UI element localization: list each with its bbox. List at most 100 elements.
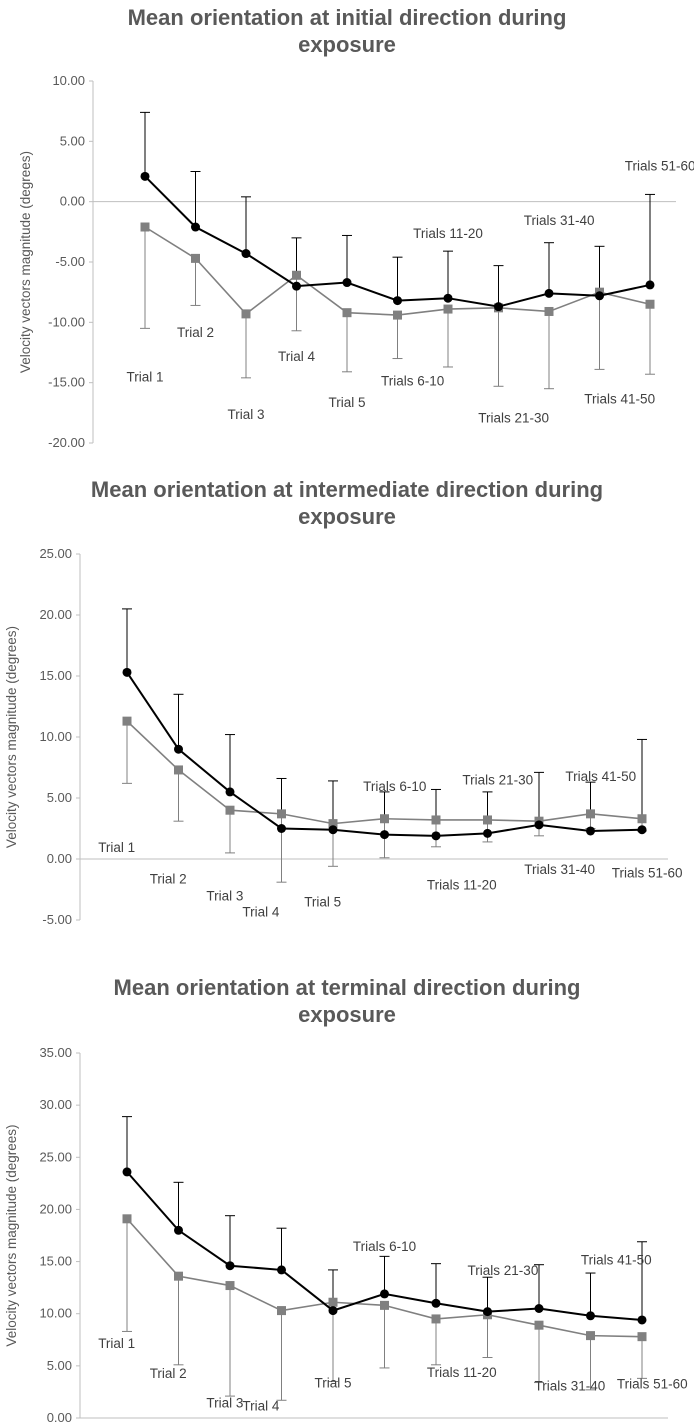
data-point-square [586, 809, 595, 819]
category-label: Trial 5 [314, 1376, 351, 1391]
data-point-circle [595, 291, 604, 301]
chart-title-line1: Mean orientation at intermediate directi… [90, 477, 604, 502]
data-point-square [241, 309, 251, 319]
y-tick-label: -5.00 [42, 912, 72, 927]
data-point-square [174, 1271, 183, 1281]
category-label: Trials 6-10 [363, 779, 426, 794]
category-label: Trial 5 [328, 395, 365, 410]
category-label: Trials 6-10 [381, 373, 444, 388]
data-point-circle [637, 825, 647, 835]
chart-title-line2: exposure [298, 32, 396, 57]
data-point-square [122, 1214, 132, 1224]
data-point-circle [393, 296, 402, 306]
chart-title: Mean orientation at terminal direction d… [0, 974, 694, 1028]
y-tick-label: 35.00 [39, 1045, 72, 1060]
data-point-circle [225, 787, 235, 797]
data-point-square [174, 765, 183, 775]
y-tick-label: 10.00 [39, 729, 72, 744]
y-tick-label: 10.00 [52, 73, 85, 88]
chart-title-line1: Mean orientation at initial direction du… [127, 5, 567, 30]
category-label: Trials 11-20 [427, 1365, 497, 1380]
category-label: Trials 41-50 [565, 769, 636, 784]
data-point-circle [174, 744, 183, 754]
chart-plot-terminal: 35.00 30.00 25.00 20.00 15.00 10.00 5.00 0.00 Ve… [4, 1045, 688, 1425]
data-point-square [431, 815, 441, 825]
data-point-circle [380, 1289, 389, 1299]
category-label: Trials 31-40 [524, 213, 595, 228]
y-axis-label: Velocity vectors magnitude (degrees) [4, 626, 19, 848]
category-label: Trial 4 [278, 349, 315, 364]
y-tick-label: 20.00 [39, 1201, 72, 1216]
y-tick-label: 15.00 [39, 668, 72, 683]
chart-title: Mean orientation at intermediate directi… [0, 476, 694, 530]
data-point-circle [174, 1225, 183, 1235]
data-point-square [544, 306, 554, 316]
category-label: Trial 1 [98, 840, 135, 855]
category-label: Trials 51-60 [612, 865, 683, 880]
data-point-square [292, 270, 301, 280]
category-label: Trials 21-30 [478, 411, 549, 426]
category-label: Trial 4 [242, 1398, 279, 1413]
y-tick-label: 15.00 [39, 1254, 72, 1269]
category-label: Trial 2 [150, 1366, 187, 1381]
category-label: Trials 11-20 [413, 226, 483, 241]
category-label: Trial 1 [98, 1336, 135, 1351]
data-point-circle [431, 1298, 441, 1308]
y-tick-label: 10.00 [39, 1306, 72, 1321]
category-label: Trials 6-10 [353, 1239, 416, 1254]
data-point-square [140, 222, 150, 232]
data-point-square [645, 299, 655, 309]
y-axis-label: Velocity vectors magnitude (degrees) [4, 1124, 19, 1346]
data-point-square [225, 805, 235, 815]
y-tick-label: -5.00 [55, 254, 85, 269]
category-label: Trial 2 [177, 325, 214, 340]
y-tick-label: 25.00 [39, 546, 72, 561]
data-point-square [483, 815, 492, 825]
data-point-circle [586, 826, 595, 836]
data-point-square [393, 310, 402, 320]
data-point-circle [483, 1307, 492, 1317]
data-point-circle [534, 1304, 544, 1313]
data-point-square [380, 1300, 389, 1310]
data-point-square [586, 1331, 595, 1341]
data-point-circle [328, 825, 338, 835]
data-point-circle [277, 1265, 286, 1275]
data-point-circle [443, 293, 453, 303]
data-point-circle [494, 302, 503, 312]
data-point-circle [122, 1167, 132, 1177]
data-point-circle [225, 1261, 235, 1271]
data-point-square [342, 308, 352, 318]
chart-title-line1: Mean orientation at terminal direction d… [113, 975, 581, 1000]
y-tick-label: 0.00 [47, 1410, 72, 1425]
data-point-square [328, 819, 338, 829]
y-tick-label: 30.00 [39, 1097, 72, 1112]
category-label: Trial 1 [126, 370, 163, 385]
data-point-circle [431, 831, 441, 841]
data-point-circle [328, 1306, 338, 1316]
category-label: Trial 3 [206, 1395, 243, 1410]
category-label: Trial 4 [242, 904, 279, 919]
y-tick-label: 25.00 [39, 1149, 72, 1164]
data-point-square [534, 1320, 544, 1330]
data-point-circle [277, 824, 286, 833]
y-tick-label: 5.00 [47, 790, 72, 805]
y-tick-label: 5.00 [60, 133, 85, 148]
data-point-square [122, 716, 132, 726]
category-label: Trial 3 [227, 407, 264, 422]
category-label: Trials 51-60 [625, 158, 694, 173]
data-point-square [443, 304, 453, 314]
data-point-circle [342, 278, 352, 288]
category-label: Trials 31-40 [535, 1379, 606, 1394]
category-label: Trial 2 [150, 872, 187, 887]
data-point-circle [544, 288, 554, 298]
data-point-circle [140, 171, 150, 181]
data-point-circle [380, 830, 389, 840]
category-label: Trials 41-50 [581, 1252, 652, 1267]
category-label: Trials 31-40 [524, 862, 595, 877]
y-tick-label: 20.00 [39, 607, 72, 622]
y-tick-label: 0.00 [60, 194, 85, 209]
data-point-square [380, 814, 389, 824]
data-point-circle [586, 1311, 595, 1321]
y-tick-label: -10.00 [48, 314, 85, 329]
data-point-circle [191, 222, 200, 232]
